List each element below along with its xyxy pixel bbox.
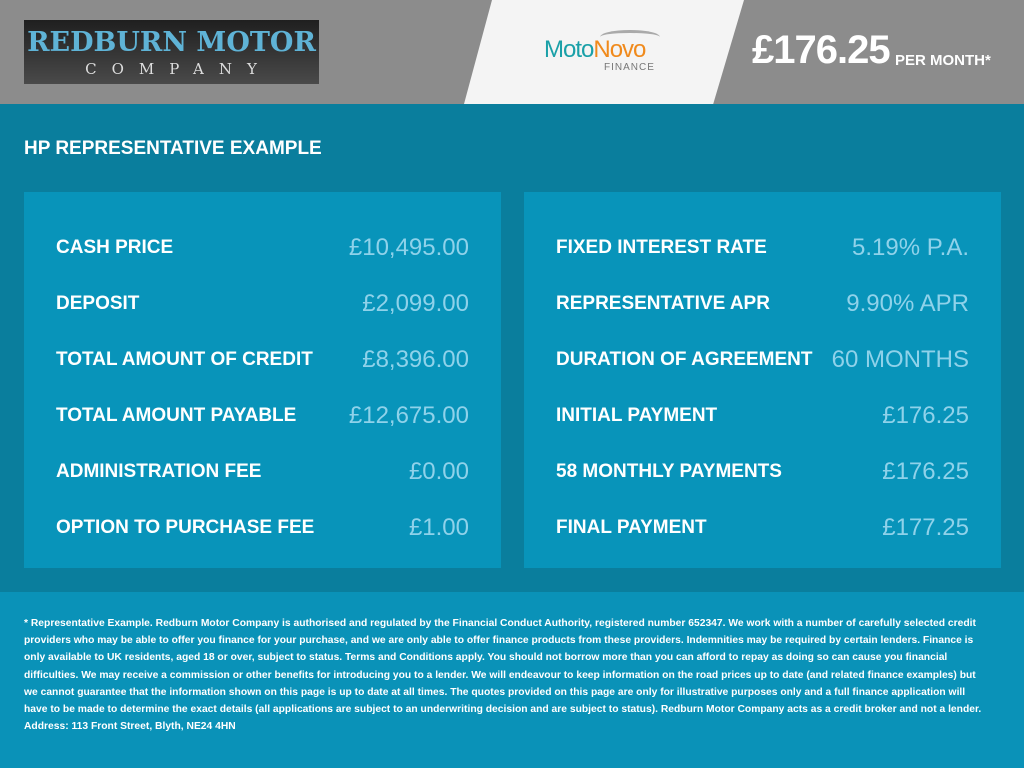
finance-row: FINAL PAYMENT £177.25 [556, 500, 969, 556]
logo-moto: Moto [544, 36, 594, 63]
left-panel: CASH PRICE £10,495.00 DEPOSIT £2,099.00 TOTA… [24, 192, 501, 568]
row-label: OPTION TO PURCHASE FEE [56, 517, 315, 538]
logo-line1: REDBURN MOTOR [27, 27, 316, 58]
right-panel: FIXED INTEREST RATE 5.19% P.A. REPRESENTAT… [524, 192, 1001, 568]
row-value: £176.25 [882, 402, 969, 429]
row-label: TOTAL AMOUNT PAYABLE [56, 405, 297, 426]
header: REDBURN MOTOR COMPANY MotoNovo FINANCE £… [0, 0, 1024, 104]
finance-row: TOTAL AMOUNT OF CREDIT £8,396.00 [56, 332, 469, 388]
finance-row: ADMINISTRATION FEE £0.00 [56, 444, 469, 500]
finance-row: REPRESENTATIVE APR 9.90% APR [556, 276, 969, 332]
row-label: REPRESENTATIVE APR [556, 293, 770, 314]
row-label: FINAL PAYMENT [556, 517, 707, 538]
logo-novo: Novo [593, 36, 646, 63]
row-value: £176.25 [882, 458, 969, 485]
row-label: 58 MONTHLY PAYMENTS [556, 461, 782, 482]
finance-row: TOTAL AMOUNT PAYABLE £12,675.00 [56, 388, 469, 444]
row-label: TOTAL AMOUNT OF CREDIT [56, 349, 313, 370]
row-label: DURATION OF AGREEMENT [556, 349, 813, 370]
per-month-label: PER MONTH* [895, 52, 991, 69]
finance-row: DEPOSIT £2,099.00 [56, 276, 469, 332]
row-value: 60 MONTHS [831, 346, 969, 373]
car-swoosh-icon [600, 30, 660, 44]
finance-row: INITIAL PAYMENT £176.25 [556, 388, 969, 444]
row-value: £10,495.00 [348, 234, 469, 261]
section-title: HP REPRESENTATIVE EXAMPLE [24, 138, 322, 159]
row-value: £177.25 [882, 514, 969, 541]
finance-row: CASH PRICE £10,495.00 [56, 220, 469, 276]
finance-row: DURATION OF AGREEMENT 60 MONTHS [556, 332, 969, 388]
finance-row: FIXED INTEREST RATE 5.19% P.A. [556, 220, 969, 276]
row-value: £8,396.00 [362, 346, 469, 373]
logo-line2: COMPANY [85, 60, 272, 78]
logo-finance: FINANCE [604, 62, 655, 73]
redburn-logo: REDBURN MOTOR COMPANY [24, 20, 319, 84]
row-label: INITIAL PAYMENT [556, 405, 718, 426]
monthly-price: £176.25 [752, 28, 891, 72]
finance-example: HP REPRESENTATIVE EXAMPLE CASH PRICE £10,… [0, 104, 1024, 592]
finance-row: OPTION TO PURCHASE FEE £1.00 [56, 500, 469, 556]
row-label: FIXED INTEREST RATE [556, 237, 767, 258]
row-label: DEPOSIT [56, 293, 140, 314]
row-label: CASH PRICE [56, 237, 174, 258]
row-value: 9.90% APR [846, 290, 969, 317]
motonovo-logo: MotoNovo FINANCE [464, 0, 744, 104]
row-value: 5.19% P.A. [852, 234, 969, 261]
row-value: £1.00 [408, 514, 469, 541]
row-value: £0.00 [408, 458, 469, 485]
row-label: ADMINISTRATION FEE [56, 461, 262, 482]
finance-row: 58 MONTHLY PAYMENTS £176.25 [556, 444, 969, 500]
row-value: £2,099.00 [362, 290, 469, 317]
disclaimer: * Representative Example. Redburn Motor … [24, 618, 982, 733]
row-value: £12,675.00 [348, 402, 469, 429]
